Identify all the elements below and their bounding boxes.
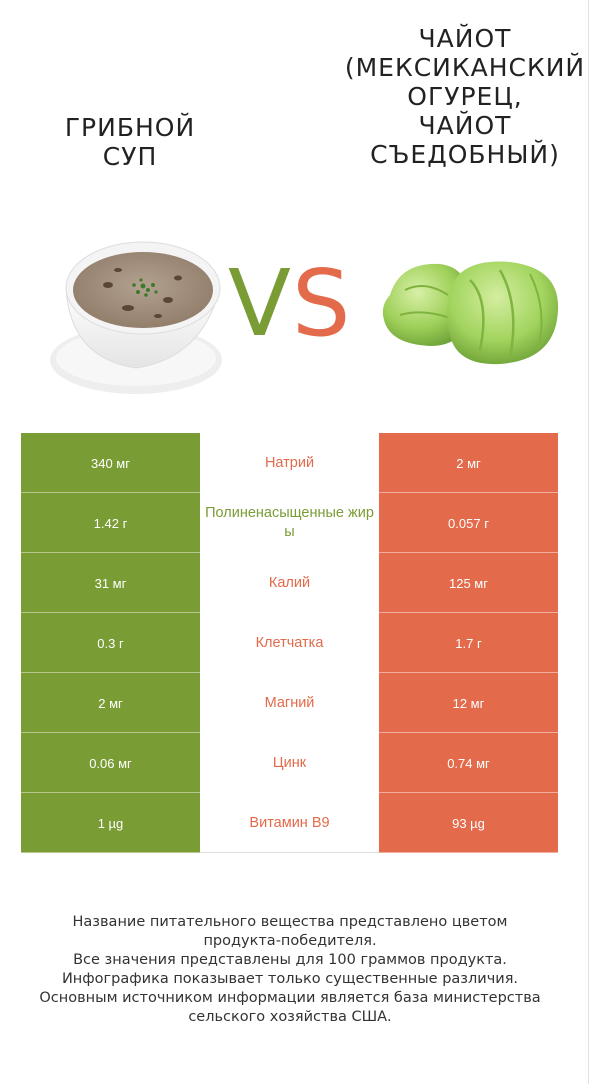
footer-line: продукта-победителя. xyxy=(203,933,377,949)
right-title-line: СЪЕДОБНЫЙ) xyxy=(370,140,560,169)
right-value: 125 мг xyxy=(379,553,558,613)
table-row: 0.3 г Клетчатка 1.7 г xyxy=(21,613,558,673)
right-title-line: (МЕКСИКАНСКИЙ xyxy=(344,53,586,82)
footer-line: Название питательного вещества представл… xyxy=(72,914,508,930)
vs-label: V S xyxy=(228,254,353,354)
right-edge-line xyxy=(588,0,589,1084)
table-row: 1.42 г Полиненасыщенные жиры 0.057 г xyxy=(21,493,558,553)
left-value: 340 мг xyxy=(21,433,200,493)
nutrient-label: Калий xyxy=(200,553,379,613)
comparison-table: 340 мг Натрий 2 мг 1.42 г Полиненасыщенн… xyxy=(21,433,558,853)
nutrient-label: Цинк xyxy=(200,733,379,793)
left-value: 0.06 мг xyxy=(21,733,200,793)
right-value: 0.74 мг xyxy=(379,733,558,793)
right-value: 12 мг xyxy=(379,673,558,733)
nutrient-label: Клетчатка xyxy=(200,613,379,673)
right-product-title: ЧАЙОТ (МЕКСИКАНСКИЙ ОГУРЕЦ, ЧАЙОТ СЪЕДОБ… xyxy=(335,24,595,169)
right-value: 1.7 г xyxy=(379,613,558,673)
chayote-image xyxy=(382,261,559,365)
left-title-line: СУП xyxy=(102,142,158,171)
table-row: 31 мг Калий 125 мг xyxy=(21,553,558,613)
nutrient-name: Цинк xyxy=(272,754,307,771)
right-title-line: ЧАЙОТ xyxy=(418,111,512,140)
left-title-line: ГРИБНОЙ xyxy=(64,113,196,142)
nutrient-name: Калий xyxy=(268,574,311,591)
left-value: 0.3 г xyxy=(21,613,200,673)
table-row: 0.06 мг Цинк 0.74 мг xyxy=(21,733,558,793)
left-value: 1.42 г xyxy=(21,493,200,553)
left-value: 2 мг xyxy=(21,673,200,733)
left-product-title: ГРИБНОЙ СУП xyxy=(20,113,240,171)
right-title-line: ЧАЙОТ xyxy=(418,24,512,53)
nutrient-name: Натрий xyxy=(264,454,315,471)
nutrient-name: Магний xyxy=(264,694,315,711)
table-row: 2 мг Магний 12 мг xyxy=(21,673,558,733)
footer-line: сельского хозяйства США. xyxy=(188,1009,392,1025)
vs-s-letter: S xyxy=(292,250,351,357)
right-value: 2 мг xyxy=(379,433,558,493)
nutrient-label: Магний xyxy=(200,673,379,733)
nutrient-label: Натрий xyxy=(200,433,379,493)
table-row: 1 µg Витамин B9 93 µg xyxy=(21,793,558,853)
left-value: 31 мг xyxy=(21,553,200,613)
right-value: 0.057 г xyxy=(379,493,558,553)
nutrient-label: Витамин B9 xyxy=(200,793,379,853)
footer-line: Основным источником информации является … xyxy=(39,990,541,1006)
right-title-line: ОГУРЕЦ, xyxy=(407,82,523,111)
nutrient-name: Полиненасыщенные жиры xyxy=(205,505,374,540)
footer-note: Название питательного вещества представл… xyxy=(20,913,560,1027)
soup-bowl-image xyxy=(50,241,222,394)
footer-line: Инфографика показывает только существенн… xyxy=(61,971,519,987)
nutrient-label: Полиненасыщенные жиры xyxy=(200,493,379,553)
left-value: 1 µg xyxy=(21,793,200,853)
table-row: 340 мг Натрий 2 мг xyxy=(21,433,558,493)
footer-line: Все значения представлены для 100 граммо… xyxy=(73,952,507,968)
vs-v-letter: V xyxy=(228,250,291,357)
right-value: 93 µg xyxy=(379,793,558,853)
nutrient-name: Клетчатка xyxy=(255,634,324,651)
nutrient-name: Витамин B9 xyxy=(249,814,330,831)
